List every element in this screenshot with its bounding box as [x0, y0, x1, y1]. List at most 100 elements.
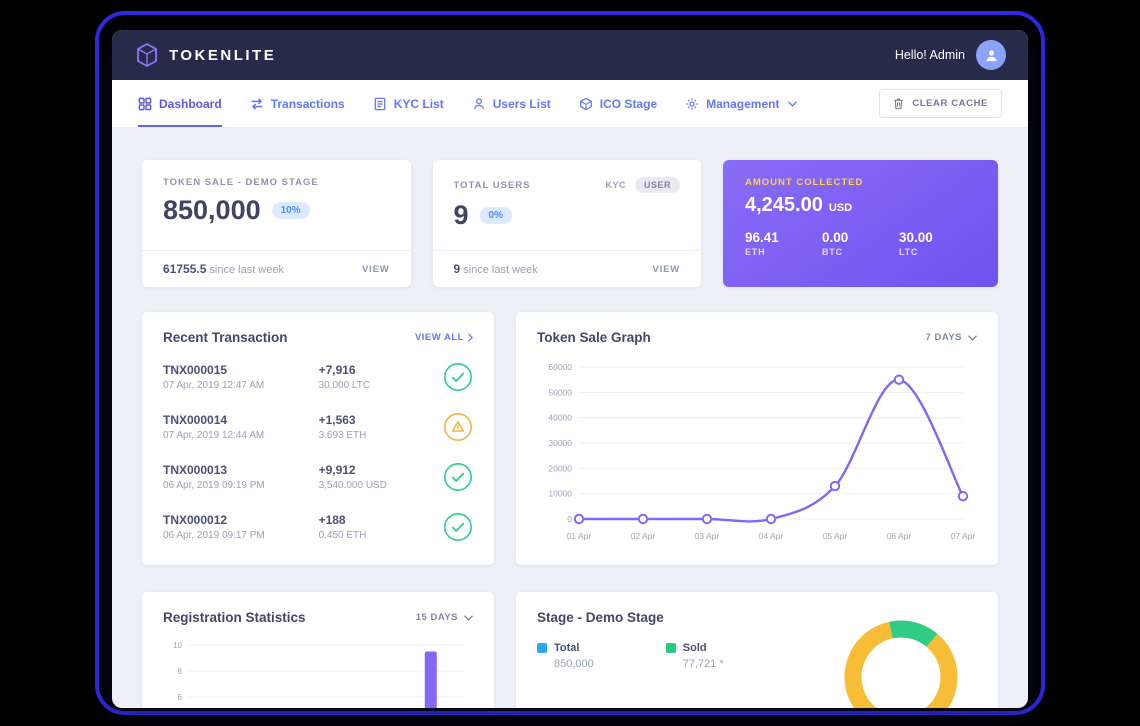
nav-item-label: Users List	[492, 96, 551, 111]
svg-text:50000: 50000	[548, 387, 572, 397]
amount-collected-value: 4,245.00	[745, 194, 823, 216]
amount-collected-currency: USD	[828, 202, 853, 214]
transaction-row[interactable]: TNX000014 07 Apr, 2019 12:44 AM +1,563 3.69…	[163, 402, 473, 452]
status-warning-icon	[443, 412, 473, 442]
view-all-label: VIEW ALL	[414, 332, 464, 343]
graph-range-select[interactable]: 7 DAYS	[926, 332, 977, 343]
top-header: TOKENLITE Hello! Admin	[112, 30, 1028, 80]
transaction-row[interactable]: TNX000015 07 Apr, 2019 12:47 AM +7,916 30.0…	[163, 352, 473, 402]
nav-item-label: Transactions	[270, 96, 345, 111]
user-toggle[interactable]: USER	[634, 177, 680, 193]
legend-value: 77,721 *	[682, 658, 724, 670]
legend-value: 850,000	[554, 658, 594, 670]
svg-text:04 Apr: 04 Apr	[759, 531, 784, 541]
transaction-id: TNX000013	[163, 463, 228, 477]
legend-label: Sold	[682, 642, 707, 654]
status-success-icon	[443, 462, 473, 492]
transactions-list: TNX000015 07 Apr, 2019 12:47 AM +7,916 30.0…	[142, 345, 494, 552]
transaction-id-block: TNX000015 07 Apr, 2019 12:47 AM	[163, 363, 319, 391]
registration-range-select[interactable]: 15 DAYS	[416, 612, 473, 623]
greeting-text: Hello! Admin	[894, 48, 965, 62]
tokenlite-logo-icon	[134, 42, 160, 68]
total-users-value: 9	[453, 200, 469, 230]
legend-label: Total	[554, 642, 580, 654]
total-users-badge: 0%	[479, 207, 512, 224]
token-sale-view-link[interactable]: VIEW	[362, 263, 390, 275]
nav-item-label: Dashboard	[159, 96, 222, 111]
svg-text:60000: 60000	[548, 362, 572, 372]
chevron-right-icon	[468, 333, 473, 342]
token-sale-value: 850,000	[163, 195, 261, 225]
transaction-id: TNX000015	[163, 363, 228, 377]
nav-items: Dashboard Transactions KYC List Users List I…	[138, 80, 798, 127]
legend-item-total: Total 850,000	[537, 642, 594, 670]
brand-name: TOKENLITE	[169, 46, 277, 64]
transaction-row[interactable]: TNX000013 06 Apr, 2019 09:19 PM +9,912 3,54…	[163, 452, 473, 502]
chevron-down-icon	[464, 615, 473, 621]
svg-text:30000: 30000	[548, 438, 572, 448]
svg-text:10: 10	[173, 641, 182, 650]
transaction-date: 07 Apr, 2019 12:47 AM	[163, 380, 265, 391]
breakdown-unit: LTC	[899, 247, 919, 257]
token-sale-label: TOKEN SALE - DEMO STAGE	[163, 177, 319, 188]
svg-text:0: 0	[567, 514, 572, 524]
delta-suffix: since last week	[463, 264, 538, 276]
nav-item-label: KYC List	[393, 96, 444, 111]
transaction-value: 0.450 ETH	[318, 530, 367, 541]
transaction-amount-block: +1,563 3.693 ETH	[319, 413, 443, 441]
stats-row: TOKEN SALE - DEMO STAGE 850,000 10% 6175…	[142, 160, 998, 287]
amount-breakdown-btc: 0.00 BTC	[822, 230, 899, 257]
svg-text:40000: 40000	[548, 413, 572, 423]
nav-item-users-list[interactable]: Users List	[472, 80, 551, 127]
avatar[interactable]	[976, 40, 1006, 70]
token-sale-delta: 61755.5 since last week	[163, 262, 284, 276]
registration-statistics-card: Registration Statistics 15 DAYS 1086420	[142, 592, 494, 708]
amount-breakdown-eth: 96.41 ETH	[745, 230, 822, 257]
transaction-amount-block: +7,916 30.000 LTC	[319, 363, 443, 391]
svg-text:07 Apr: 07 Apr	[951, 531, 976, 541]
app-window: TOKENLITE Hello! Admin Dashboard Transact…	[112, 30, 1028, 708]
amount-collected-card: AMOUNT COLLECTED 4,245.00 USD 96.41 ETH 0.…	[723, 160, 998, 287]
nav-item-transactions[interactable]: Transactions	[250, 80, 345, 127]
cube-icon	[579, 97, 593, 111]
user-menu: Hello! Admin	[895, 40, 1006, 70]
transaction-date: 07 Apr, 2019 12:44 AM	[163, 430, 265, 441]
amount-collected-label: AMOUNT COLLECTED	[745, 177, 864, 188]
stage-title: Stage - Demo Stage	[537, 610, 664, 625]
token-sale-badge: 10%	[271, 202, 310, 219]
transaction-id-block: TNX000014 07 Apr, 2019 12:44 AM	[163, 413, 319, 441]
nav-item-management[interactable]: Management	[685, 80, 798, 127]
view-all-link[interactable]: VIEW ALL	[415, 332, 473, 343]
transaction-id: TNX000014	[163, 413, 228, 427]
chevron-down-icon	[788, 101, 798, 107]
breakdown-unit: BTC	[822, 247, 843, 257]
kyc-toggle[interactable]: KYC	[605, 180, 626, 190]
token-sale-graph-card: Token Sale Graph 7 DAYS 0 10000 20000 30000…	[516, 312, 998, 565]
svg-text:05 Apr: 05 Apr	[823, 531, 848, 541]
transaction-row[interactable]: TNX000012 06 Apr, 2019 09:17 PM +188 0.450 …	[163, 502, 473, 552]
amount-breakdown-ltc: 30.00 LTC	[899, 230, 976, 257]
clear-cache-button[interactable]: CLEAR CACHE	[879, 89, 1002, 118]
legend-item-sold: Sold 77,721 *	[665, 642, 724, 670]
swap-icon	[250, 97, 264, 111]
nav-item-dashboard[interactable]: Dashboard	[138, 80, 222, 127]
chevron-down-icon	[968, 335, 977, 341]
amount-breakdown: 96.41 ETH 0.00 BTC 30.00 LTC	[745, 230, 976, 257]
nav-item-kyc-list[interactable]: KYC List	[373, 80, 444, 127]
grid-icon	[138, 97, 152, 111]
transaction-value: 3,540.000 USD	[318, 480, 387, 491]
transaction-amount-block: +188 0.450 ETH	[319, 513, 443, 541]
transaction-amount: +188	[318, 513, 346, 527]
legend-swatch	[665, 643, 676, 653]
delta-value: 9	[453, 262, 461, 276]
nav-item-ico-stage[interactable]: ICO Stage	[579, 80, 657, 127]
brand[interactable]: TOKENLITE	[134, 42, 276, 68]
graph-title: Token Sale Graph	[537, 330, 651, 345]
total-users-view-link[interactable]: VIEW	[652, 263, 680, 275]
graph-range-label: 7 DAYS	[925, 332, 962, 343]
middle-row: Recent Transaction VIEW ALL TNX000015 07 …	[142, 312, 998, 565]
svg-text:8: 8	[178, 667, 183, 676]
token-sale-card: TOKEN SALE - DEMO STAGE 850,000 10% 6175…	[142, 160, 411, 287]
trash-icon	[893, 97, 904, 110]
registration-title: Registration Statistics	[163, 610, 306, 625]
